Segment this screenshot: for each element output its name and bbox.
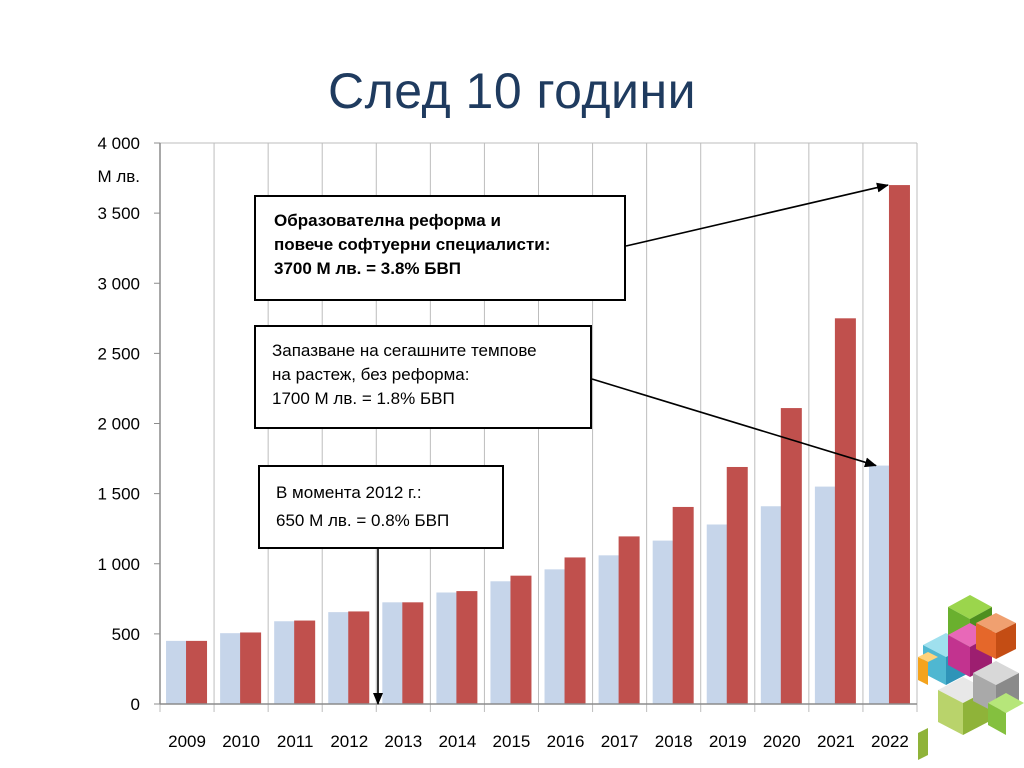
bar-series1-2020	[760, 506, 782, 704]
y-axis-label: М лв.	[97, 167, 140, 186]
x-tick-label-2016: 2016	[547, 732, 585, 751]
bar-series1-2018	[652, 540, 674, 704]
x-tick-label-2020: 2020	[763, 732, 801, 751]
annotation-arrows	[373, 182, 889, 705]
bar-series1-2012	[328, 612, 350, 704]
bar-series2-2018	[672, 506, 694, 704]
arrow-reform	[625, 182, 889, 247]
annotation-current-line-1: В момента 2012 г.:	[276, 483, 422, 502]
x-tick-label-2015: 2015	[493, 732, 531, 751]
annotation-no-reform-line-1: Запазване на сегашните темпове	[272, 341, 537, 360]
bar-series1-2011	[274, 621, 296, 704]
y-tick-label-2500: 2 500	[97, 344, 140, 363]
bar-series2-2014	[456, 591, 478, 704]
bar-series1-2016	[544, 569, 566, 704]
x-tick-label-2012: 2012	[330, 732, 368, 751]
chart-bars	[166, 185, 910, 704]
annotation-current-box: В момента 2012 г.: 650 М лв. = 0.8% БВП	[258, 465, 504, 549]
x-tick-label-2021: 2021	[817, 732, 855, 751]
x-tick-label-2017: 2017	[601, 732, 639, 751]
x-tick-label-2010: 2010	[222, 732, 260, 751]
y-tick-label-4000: 4 000	[97, 134, 140, 153]
y-tick-label-2000: 2 000	[97, 415, 140, 434]
annotation-no-reform-line-3: 1700 М лв. = 1.8% БВП	[272, 389, 455, 408]
bar-series2-2021	[834, 318, 856, 704]
arrow-no-reform	[591, 378, 877, 468]
annotation-reform-line-1: Образователна реформа и	[274, 211, 501, 230]
bar-series2-2017	[618, 536, 640, 704]
annotation-no-reform-line-2: на растеж, без реформа:	[272, 365, 470, 384]
bar-series2-2015	[510, 575, 532, 704]
bar-series1-2022	[868, 465, 890, 704]
annotation-reform-line-3: 3700 М лв. = 3.8% БВП	[274, 259, 461, 278]
annotation-reform-box: Образователна реформа и повече софтуерни…	[254, 195, 626, 301]
x-tick-label-2014: 2014	[438, 732, 476, 751]
bar-series1-2010	[220, 633, 242, 704]
bar-series1-2015	[490, 581, 512, 704]
y-tick-label-3000: 3 000	[97, 274, 140, 293]
bar-series2-2019	[726, 466, 748, 704]
annotation-no-reform-box: Запазване на сегашните темпове на растеж…	[254, 325, 592, 429]
bar-series2-2012	[348, 611, 370, 704]
bar-series2-2016	[564, 557, 586, 704]
chart-labels: 2009 2010 2011 2012 2013 2014 2015 2016 2017 2018…	[97, 134, 908, 751]
y-tick-label-500: 500	[112, 625, 140, 644]
colored-cubes-icon	[918, 595, 1024, 760]
y-tick-label-1500: 1 500	[97, 485, 140, 504]
bar-series1-2021	[814, 486, 836, 704]
bar-series1-2019	[706, 524, 728, 704]
x-tick-label-2019: 2019	[709, 732, 747, 751]
y-tick-label-3500: 3 500	[97, 204, 140, 223]
bar-series2-2009	[186, 640, 208, 704]
slide-title: След 10 години	[327, 63, 697, 119]
bar-series2-2022	[888, 185, 910, 704]
bar-series2-2020	[780, 408, 802, 704]
chart-axes	[154, 142, 917, 705]
x-tick-label-2009: 2009	[168, 732, 206, 751]
bar-series2-2011	[294, 620, 316, 704]
bar-series1-2017	[598, 555, 620, 704]
bar-series2-2013	[402, 602, 424, 704]
annotation-reform-line-2: повече софтуерни специалисти:	[274, 235, 551, 254]
x-tick-label-2018: 2018	[655, 732, 693, 751]
x-tick-label-2013: 2013	[384, 732, 422, 751]
x-tick-label-2022: 2022	[871, 732, 909, 751]
bar-series1-2009	[166, 640, 188, 704]
bar-series2-2010	[240, 632, 262, 704]
y-tick-label-0: 0	[131, 695, 140, 714]
bar-series1-2013	[382, 602, 404, 704]
annotation-current-line-2: 650 М лв. = 0.8% БВП	[276, 511, 450, 530]
x-tick-label-2011: 2011	[277, 732, 314, 751]
y-tick-label-1000: 1 000	[97, 555, 140, 574]
bar-series1-2014	[436, 592, 458, 704]
